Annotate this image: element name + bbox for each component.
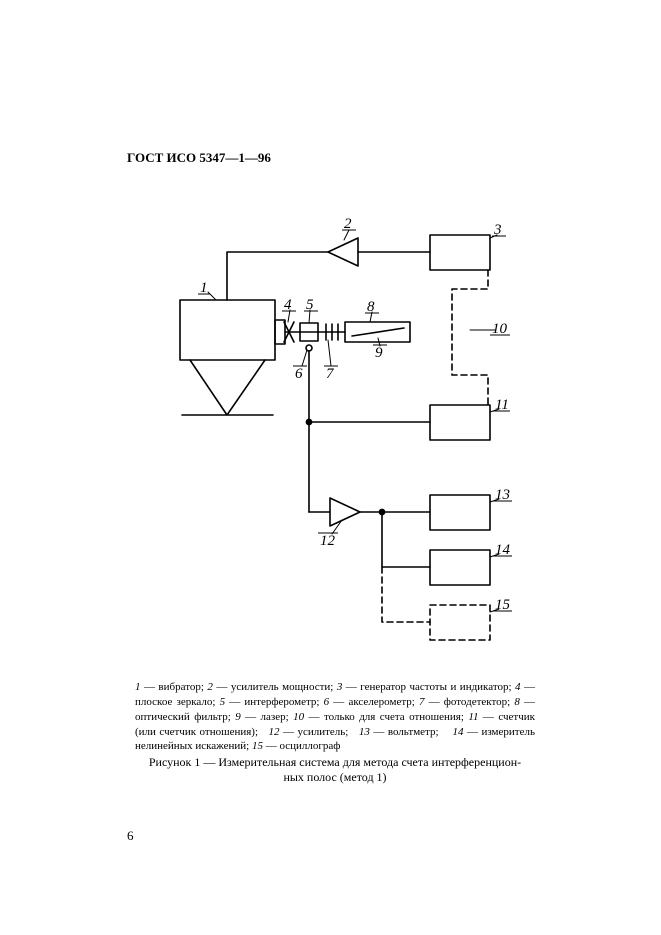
laser-inner: [352, 328, 404, 336]
amp-2: [328, 238, 358, 266]
wire-dashed-10: [452, 270, 488, 405]
label-7: 7: [326, 366, 335, 382]
wire-1-to-2: [227, 252, 328, 300]
accelerometer-6: [275, 320, 285, 344]
page-number: 6: [127, 828, 134, 844]
doc-header: ГОСТ ИСО 5347—1—96: [127, 150, 271, 166]
box-13-voltmeter: [430, 495, 490, 530]
wire-dashed-15: [382, 567, 430, 622]
box-3-generator: [430, 235, 490, 270]
leaders: [208, 230, 499, 612]
box-1-vibrator: [180, 300, 275, 360]
box-15-oscilloscope: [430, 605, 490, 640]
amp-12: [330, 498, 360, 526]
caption-line1: Рисунок 1 — Измерительная система для ме…: [135, 755, 535, 770]
box-14-distortion: [430, 550, 490, 585]
node-dot-top: [306, 419, 311, 424]
wire-node-14: [382, 512, 430, 567]
figure-caption: Рисунок 1 — Измерительная система для ме…: [135, 755, 535, 785]
legend-text: 1 — вибратор; 2 — усилитель мощности; 3 …: [135, 681, 535, 752]
stand: [182, 360, 273, 415]
label-6: 6: [295, 366, 303, 382]
figure-legend: 1 — вибратор; 2 — усилитель мощности; 3 …: [135, 680, 535, 754]
figure-diagram: 1 2 3 4 5 6 7 8 9 10 11 12 13 14 15: [150, 210, 550, 650]
caption-line2: ных полос (метод 1): [135, 770, 535, 785]
node-dot: [379, 509, 384, 514]
label-12: 12: [320, 533, 336, 549]
box-11-counter: [430, 405, 490, 440]
label-9: 9: [375, 345, 383, 361]
